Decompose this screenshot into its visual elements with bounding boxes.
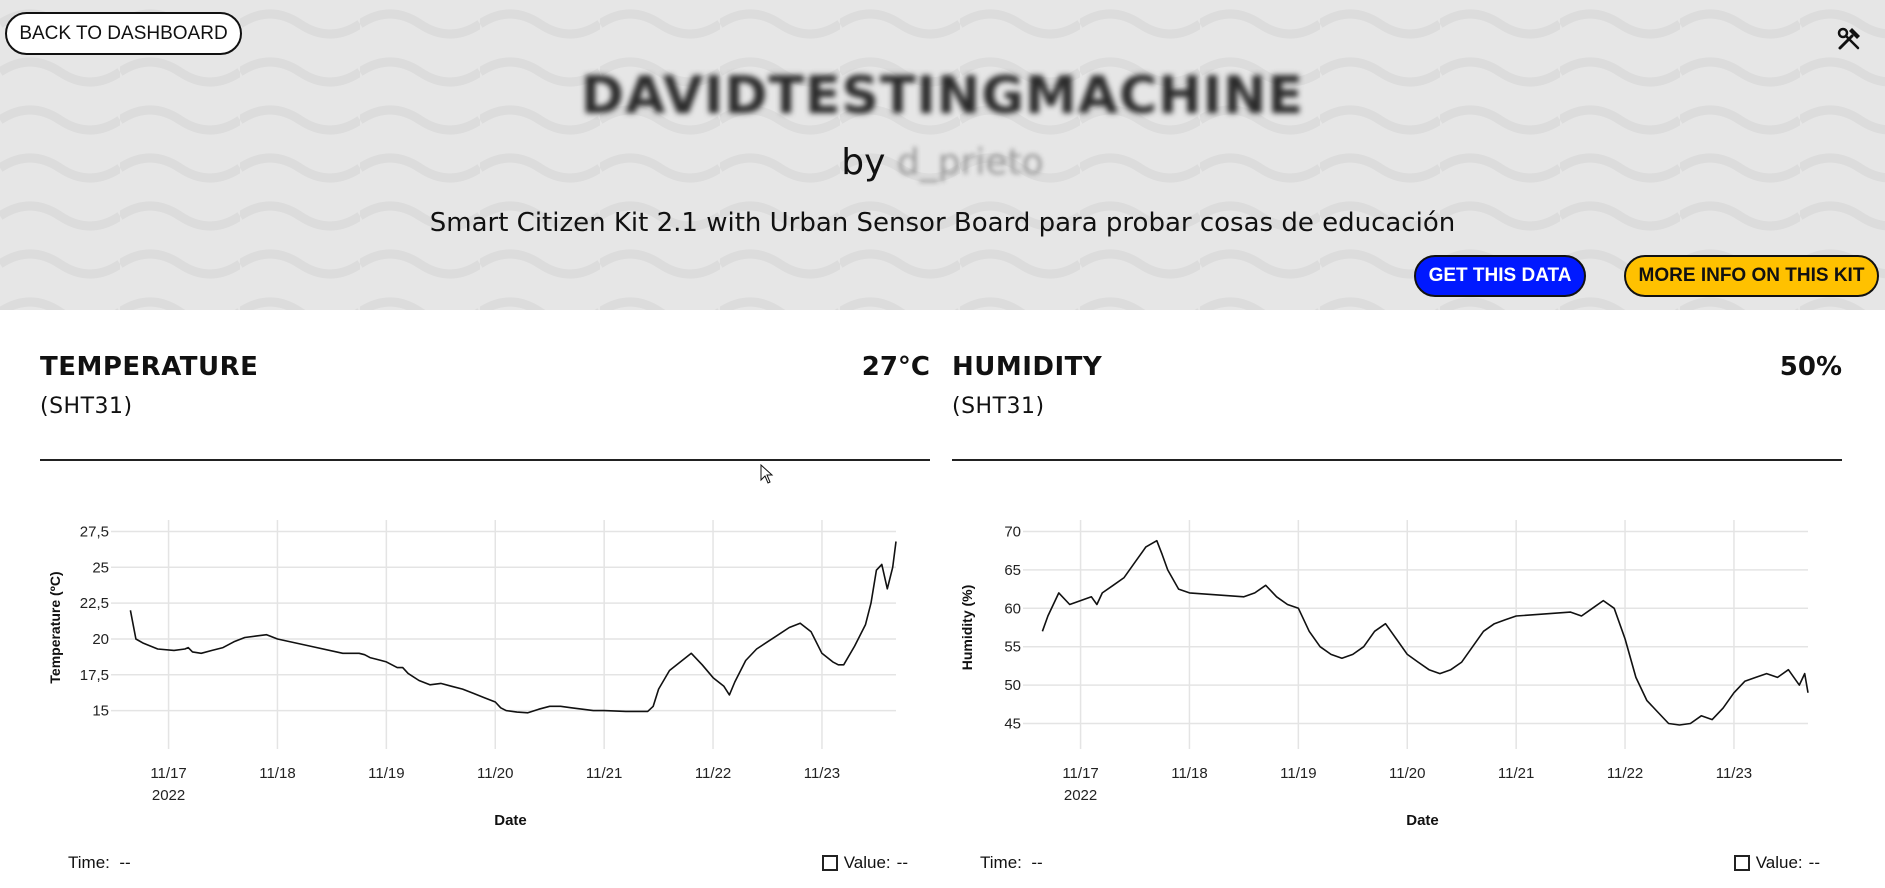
x-tick-label: 11/18	[1171, 765, 1207, 782]
sensor-current-value: 50%	[1779, 352, 1842, 382]
owner-line: by d_prieto	[0, 142, 1885, 183]
x-tick-label: 11/22	[695, 765, 731, 782]
x-tick-label: 11/22	[1607, 765, 1643, 782]
kit-header: BACK TO DASHBOARD DAVIDTESTINGMACHINE by…	[0, 0, 1885, 310]
x-tick-label: 11/20	[477, 765, 513, 782]
value-value: --	[1808, 853, 1820, 872]
temperature-chart[interactable]: 11/17 11/18 11/19 11/20 11/21 11/22 11/23 2022 1…	[40, 500, 930, 850]
more-info-button[interactable]: MORE INFO ON THIS KIT	[1624, 255, 1879, 297]
value-label: Value:	[1755, 853, 1803, 872]
x-year-label: 2022	[152, 787, 185, 804]
time-readout: Time: --	[980, 853, 1043, 873]
divider	[952, 459, 1842, 461]
x-axis-title: Date	[1406, 812, 1439, 829]
y-axis-title: Humidity (%)	[959, 585, 975, 671]
humidity-chart[interactable]: 11/17 11/18 11/19 11/20 11/21 11/22 11/23 2022 4…	[952, 500, 1842, 850]
y-tick-label: 50	[1004, 677, 1021, 694]
sensor-model: (SHT31)	[952, 394, 1045, 419]
y-tick-label: 55	[1004, 639, 1021, 656]
x-tick-label: 11/18	[259, 765, 295, 782]
by-prefix: by	[841, 142, 886, 183]
x-tick-label: 11/23	[804, 765, 840, 782]
series-line	[1041, 539, 1809, 726]
y-axis-title: Temperature (ºC)	[47, 571, 63, 683]
x-tick-label: 11/17	[1062, 765, 1098, 782]
owner-name-link[interactable]: d_prieto	[896, 142, 1044, 183]
x-tick-label: 11/21	[586, 765, 622, 782]
value-checkbox[interactable]	[1733, 855, 1750, 871]
x-tick-label: 11/19	[368, 765, 404, 782]
value-readout: Value: --	[821, 853, 908, 873]
kit-description: Smart Citizen Kit 2.1 with Urban Sensor …	[429, 208, 1456, 238]
sensor-title: TEMPERATURE	[40, 352, 259, 382]
y-tick-label: 27,5	[80, 523, 109, 540]
mouse-cursor-icon	[760, 464, 774, 484]
get-this-data-button[interactable]: GET THIS DATA	[1414, 255, 1586, 297]
humidity-panel: HUMIDITY 50% (SHT31) 11/17 11/18 11/19 11/2…	[952, 310, 1842, 888]
y-tick-label: 60	[1004, 600, 1021, 617]
value-checkbox[interactable]	[821, 855, 838, 871]
time-value: --	[1031, 853, 1043, 872]
sensor-model: (SHT31)	[40, 394, 133, 419]
time-label: Time:	[980, 853, 1022, 872]
y-tick-label: 15	[92, 703, 109, 720]
value-value: --	[896, 853, 908, 872]
temperature-panel: TEMPERATURE 27°C (SHT31) 11/17 11/18 11/19…	[40, 310, 930, 888]
y-tick-label: 17,5	[80, 667, 109, 684]
value-readout: Value: --	[1733, 853, 1820, 873]
tools-icon[interactable]	[1834, 24, 1864, 54]
time-readout: Time: --	[68, 853, 131, 873]
divider	[40, 459, 930, 461]
y-tick-label: 22,5	[80, 595, 109, 612]
x-tick-label: 11/23	[1716, 765, 1752, 782]
series-line	[129, 541, 897, 714]
x-tick-label: 11/17	[150, 765, 186, 782]
y-tick-label: 65	[1004, 562, 1021, 579]
y-tick-label: 20	[92, 631, 109, 648]
y-tick-label: 45	[1004, 715, 1021, 732]
sensor-title: HUMIDITY	[952, 352, 1103, 382]
x-tick-label: 11/21	[1498, 765, 1534, 782]
x-year-label: 2022	[1064, 787, 1097, 804]
time-value: --	[119, 853, 131, 872]
x-tick-label: 11/20	[1389, 765, 1425, 782]
kit-name: DAVIDTESTINGMACHINE	[580, 66, 1305, 126]
time-label: Time:	[68, 853, 110, 872]
x-tick-label: 11/19	[1280, 765, 1316, 782]
sensor-current-value: 27°C	[861, 352, 930, 382]
back-to-dashboard-button[interactable]: BACK TO DASHBOARD	[5, 12, 242, 55]
x-axis-title: Date	[494, 812, 527, 829]
value-label: Value:	[843, 853, 891, 872]
y-tick-label: 70	[1004, 524, 1021, 541]
y-tick-label: 25	[92, 559, 109, 576]
